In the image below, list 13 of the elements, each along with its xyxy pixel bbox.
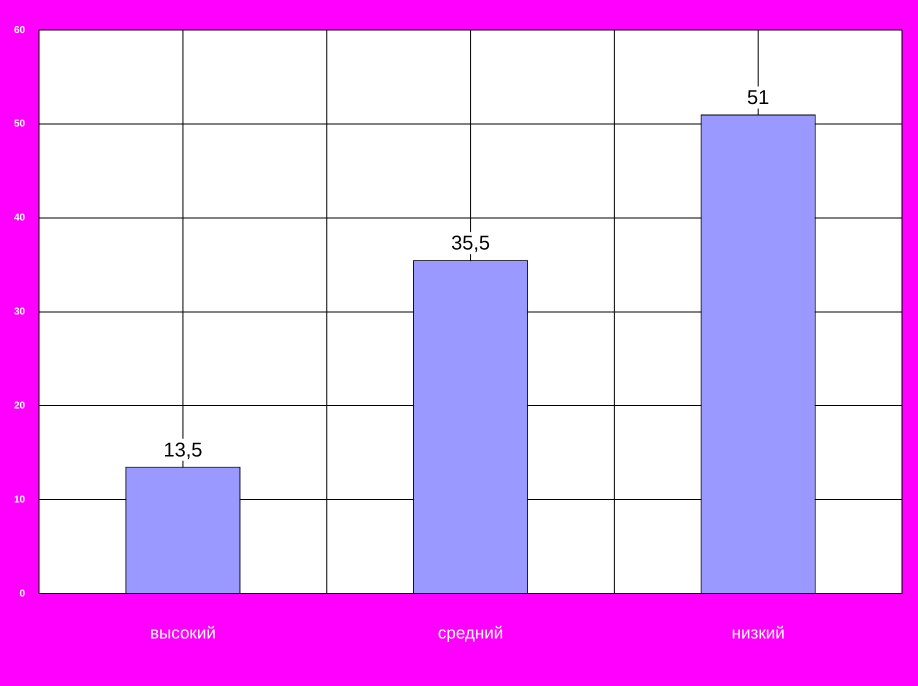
x-tick-label: низкий [732, 623, 785, 642]
y-tick-label: 20 [14, 400, 26, 412]
data-label: 35,5 [451, 232, 490, 255]
x-tick-label: средний [438, 623, 504, 642]
x-tick-label: высокий [150, 623, 216, 642]
y-tick-label: 10 [14, 494, 26, 506]
y-tick-label: 50 [14, 118, 26, 130]
y-tick-label: 60 [14, 24, 26, 36]
data-label: 51 [747, 87, 770, 110]
data-label: 13,5 [163, 439, 202, 462]
y-tick-label: 40 [14, 212, 26, 224]
y-tick-label: 0 [20, 588, 26, 600]
y-tick-label: 30 [14, 306, 26, 318]
